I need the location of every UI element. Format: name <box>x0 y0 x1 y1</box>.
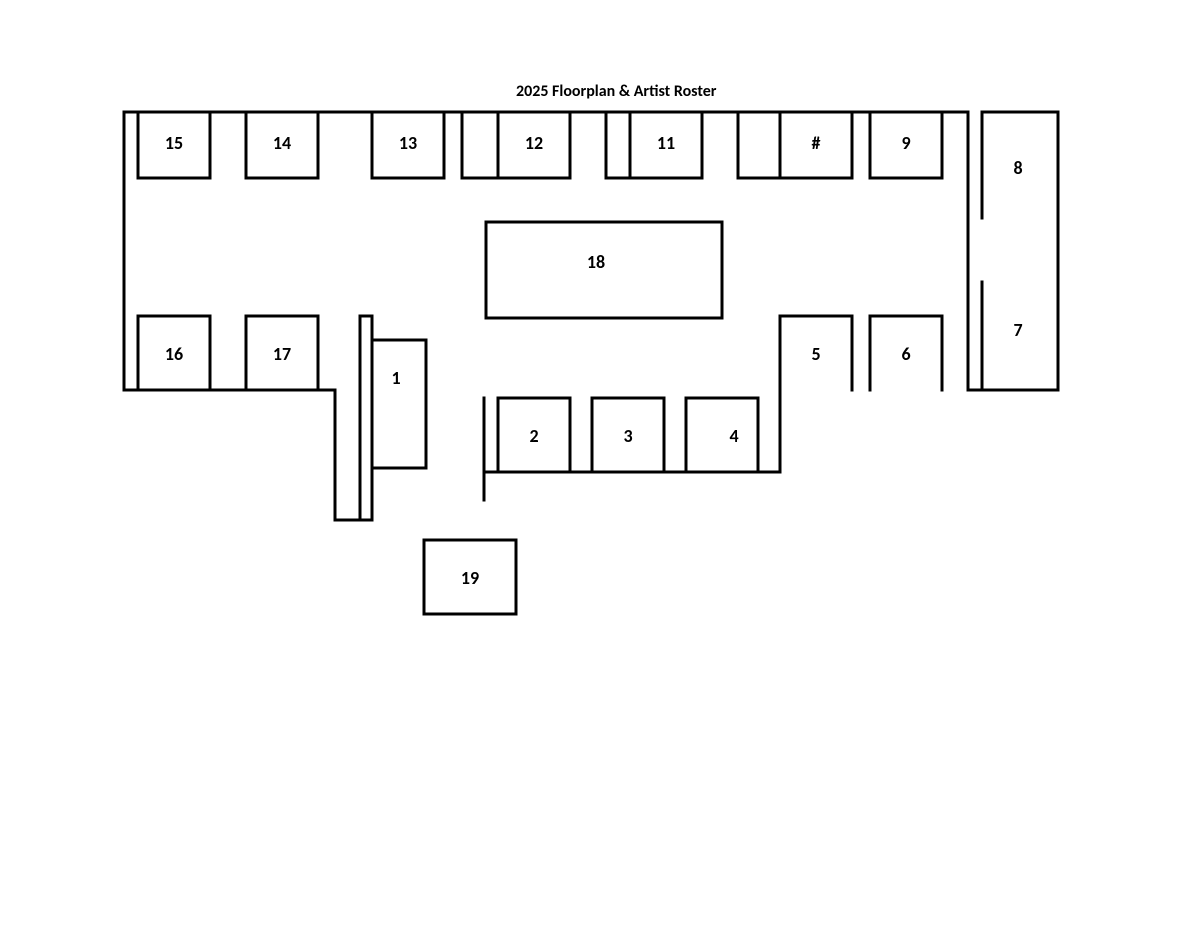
booth-17-label: 17 <box>273 343 291 365</box>
booth-11-label: 11 <box>657 132 675 154</box>
booth-12-label: 12 <box>525 132 543 154</box>
booth-9-label: 9 <box>901 132 910 154</box>
booth-8-label: 8 <box>1013 157 1022 179</box>
booth-18-label: 18 <box>587 251 605 273</box>
booth-hash-label: # <box>812 132 821 154</box>
booth-5-label: 5 <box>811 343 820 365</box>
booth-19-label: 19 <box>461 567 479 589</box>
booth-14-label: 14 <box>273 132 291 154</box>
page-title: 2025 Floorplan & Artist Roster <box>516 82 716 101</box>
booth-15-label: 15 <box>165 132 183 154</box>
booth-16-label: 16 <box>165 343 183 365</box>
booth-4-label: 4 <box>729 425 738 447</box>
booth-3-label: 3 <box>623 425 632 447</box>
booth-6-label: 6 <box>901 343 910 365</box>
floorplan-page: 2025 Floorplan & Artist Roster 151413121… <box>0 0 1200 927</box>
booth-2-label: 2 <box>529 425 538 447</box>
booth-1-label: 1 <box>391 367 400 389</box>
booth-13-label: 13 <box>399 132 417 154</box>
booth-7-label: 7 <box>1013 319 1022 341</box>
